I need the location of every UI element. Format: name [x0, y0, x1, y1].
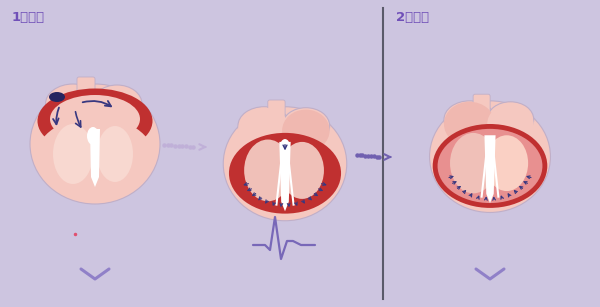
Ellipse shape — [280, 139, 290, 152]
Ellipse shape — [280, 142, 324, 199]
Ellipse shape — [444, 102, 495, 146]
Ellipse shape — [49, 92, 65, 102]
Ellipse shape — [485, 135, 528, 191]
Polygon shape — [484, 135, 496, 203]
Ellipse shape — [46, 84, 101, 124]
Ellipse shape — [97, 126, 133, 182]
Ellipse shape — [87, 127, 99, 145]
Ellipse shape — [282, 108, 329, 144]
Ellipse shape — [36, 117, 154, 197]
Text: 1脆分極: 1脆分極 — [12, 11, 45, 24]
FancyBboxPatch shape — [77, 77, 95, 99]
Ellipse shape — [487, 104, 534, 145]
Ellipse shape — [30, 84, 160, 204]
Ellipse shape — [223, 107, 347, 221]
Ellipse shape — [450, 133, 497, 193]
Ellipse shape — [244, 139, 292, 201]
Ellipse shape — [38, 88, 152, 154]
FancyBboxPatch shape — [268, 100, 285, 121]
Ellipse shape — [435, 126, 545, 205]
Ellipse shape — [238, 108, 290, 153]
Text: 2再分極: 2再分極 — [396, 11, 429, 24]
Ellipse shape — [53, 124, 93, 184]
Ellipse shape — [430, 101, 550, 212]
Ellipse shape — [229, 133, 341, 214]
Ellipse shape — [238, 107, 290, 145]
FancyBboxPatch shape — [473, 94, 490, 115]
Ellipse shape — [487, 102, 534, 137]
Polygon shape — [90, 129, 100, 187]
Ellipse shape — [50, 95, 140, 143]
Ellipse shape — [92, 85, 142, 123]
Ellipse shape — [444, 101, 495, 138]
Ellipse shape — [282, 110, 329, 151]
Polygon shape — [279, 142, 290, 211]
